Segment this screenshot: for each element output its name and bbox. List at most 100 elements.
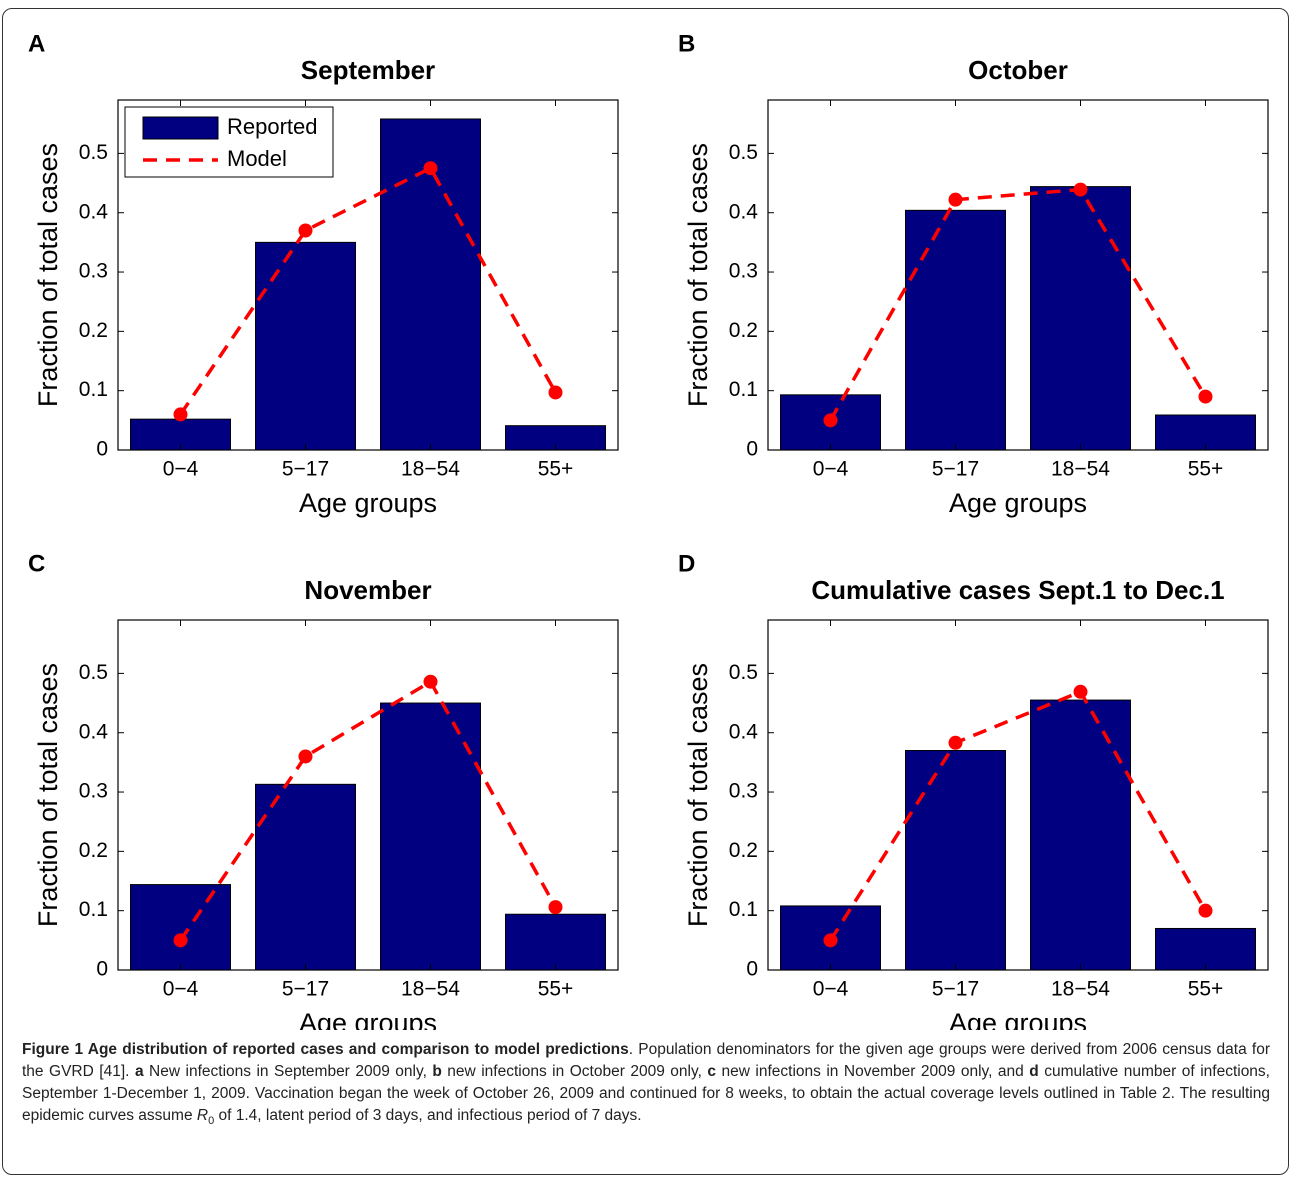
x-axis-label: Age groups xyxy=(949,1008,1087,1030)
y-tick-label: 0.2 xyxy=(79,319,108,342)
x-tick-label: 0−4 xyxy=(163,458,199,481)
model-point xyxy=(298,749,313,764)
caption-run: new infections in October 2009 only, xyxy=(441,1063,708,1080)
axes-box xyxy=(767,99,1269,451)
caption-run: Figure 1 Age distribution of reported ca… xyxy=(22,1041,629,1058)
y-tick-label: 0.5 xyxy=(729,141,758,164)
y-axis-label: Fraction of total cases xyxy=(683,143,713,407)
panel-letter: C xyxy=(28,550,45,577)
y-tick-label: 0 xyxy=(746,958,758,981)
model-line xyxy=(179,679,558,942)
panel-letter: A xyxy=(28,30,45,57)
model-point xyxy=(948,735,963,750)
caption-run: b xyxy=(432,1063,442,1080)
x-tick-label: 5−17 xyxy=(282,458,329,481)
y-tick-label: 0.2 xyxy=(729,319,758,342)
model-point xyxy=(823,933,838,948)
x-tick-label: 18−54 xyxy=(1051,458,1110,481)
model-point xyxy=(298,223,313,238)
chart-title: November xyxy=(304,575,431,605)
chart-title: Cumulative cases Sept.1 to Dec.1 xyxy=(811,575,1224,605)
bar xyxy=(905,750,1006,971)
figure: A September Fraction of total cases Age gro… xyxy=(28,30,1269,1030)
model-point xyxy=(173,933,188,948)
y-tick-label: 0.4 xyxy=(729,720,759,743)
model-point xyxy=(1073,182,1088,197)
caption-run: new infections in November 2009 only, an… xyxy=(716,1063,1030,1080)
model-line xyxy=(179,165,558,416)
x-tick-label: 5−17 xyxy=(932,978,979,1001)
x-axis-label: Age groups xyxy=(299,1008,437,1030)
y-tick-label: 0.1 xyxy=(729,378,758,401)
model-point xyxy=(823,413,838,428)
y-tick-label: 0 xyxy=(746,438,758,461)
x-tick-label: 55+ xyxy=(538,458,574,481)
x-tick-label: 5−17 xyxy=(932,458,979,481)
y-tick-label: 0 xyxy=(96,438,108,461)
x-tick-label: 0−4 xyxy=(813,458,849,481)
y-tick-label: 0 xyxy=(96,958,108,981)
figure-caption: Figure 1 Age distribution of reported ca… xyxy=(22,1039,1270,1132)
y-axis-label: Fraction of total cases xyxy=(33,143,63,407)
y-tick-label: 0.3 xyxy=(79,260,108,283)
x-tick-label: 0−4 xyxy=(163,978,199,1001)
y-tick-label: 0.4 xyxy=(729,200,759,223)
x-tick-label: 18−54 xyxy=(401,978,460,1001)
y-tick-label: 0.3 xyxy=(729,260,758,283)
x-tick-label: 18−54 xyxy=(1051,978,1110,1001)
x-tick-label: 55+ xyxy=(1188,978,1224,1001)
model-line xyxy=(829,689,1208,942)
axes-box xyxy=(767,619,1269,971)
chart-title: October xyxy=(968,55,1068,85)
model-line xyxy=(828,187,1207,422)
model-point xyxy=(948,192,963,207)
y-tick-label: 0.4 xyxy=(79,200,109,223)
y-tick-label: 0.3 xyxy=(79,780,108,803)
x-axis-label: Age groups xyxy=(299,488,437,518)
y-tick-label: 0.2 xyxy=(729,839,758,862)
y-tick-label: 0.5 xyxy=(79,141,108,164)
model-point xyxy=(548,900,563,915)
bar xyxy=(130,884,231,971)
y-tick-label: 0.1 xyxy=(79,898,108,921)
caption-run: c xyxy=(707,1063,716,1080)
legend-label: Reported xyxy=(227,114,318,139)
axes-box xyxy=(117,619,619,971)
bar xyxy=(505,913,606,971)
model-point xyxy=(173,407,188,422)
panel-letter: D xyxy=(678,550,695,577)
y-axis-label: Fraction of total cases xyxy=(33,663,63,927)
model-point xyxy=(1198,903,1213,918)
plot-area xyxy=(768,100,1268,450)
bar xyxy=(255,783,356,971)
x-tick-label: 55+ xyxy=(1188,458,1224,481)
x-axis-label: Age groups xyxy=(949,488,1087,518)
caption-run: 0 xyxy=(208,1115,215,1128)
bar xyxy=(905,209,1006,451)
caption-run: of 1.4, latent period of 3 days, and inf… xyxy=(214,1107,642,1124)
y-tick-label: 0.5 xyxy=(79,661,108,684)
axes-box xyxy=(117,99,619,451)
caption-run: a xyxy=(134,1063,144,1080)
x-tick-label: 5−17 xyxy=(282,978,329,1001)
y-tick-label: 0.3 xyxy=(729,780,758,803)
legend-label: Model xyxy=(227,146,287,171)
model-point xyxy=(1073,684,1088,699)
figure-frame xyxy=(2,8,1289,1175)
x-tick-label: 0−4 xyxy=(813,978,849,1001)
model-point xyxy=(423,674,438,689)
y-tick-label: 0.4 xyxy=(79,720,109,743)
bar xyxy=(1030,186,1131,451)
bar xyxy=(1155,927,1256,971)
y-tick-label: 0.1 xyxy=(79,378,108,401)
y-tick-label: 0.5 xyxy=(729,661,758,684)
caption-run: New infections in September 2009 only, xyxy=(143,1063,433,1080)
caption-run: R xyxy=(196,1107,209,1124)
bar xyxy=(380,702,481,971)
x-tick-label: 18−54 xyxy=(401,458,460,481)
chart-title: September xyxy=(301,55,435,85)
caption-run: d xyxy=(1029,1063,1039,1080)
x-tick-label: 55+ xyxy=(538,978,574,1001)
y-tick-label: 0.1 xyxy=(729,898,758,921)
y-tick-label: 0.2 xyxy=(79,839,108,862)
